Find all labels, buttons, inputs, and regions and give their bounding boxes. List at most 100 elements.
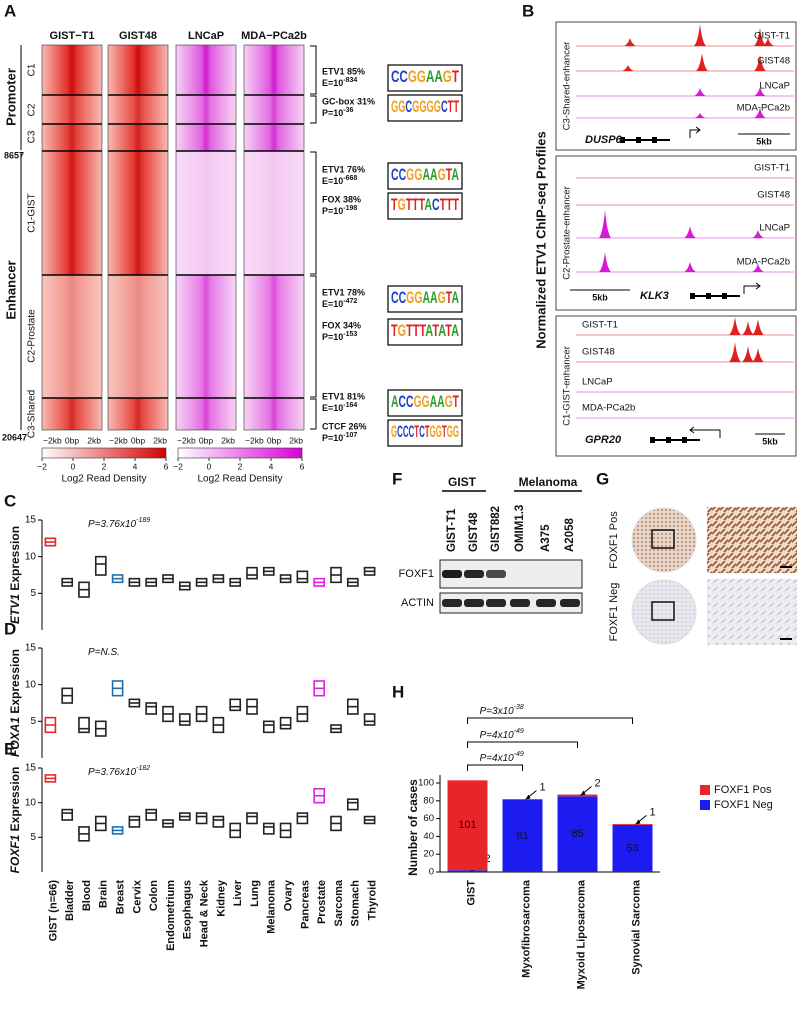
- motif-bracket: [310, 95, 317, 124]
- motif-stat: P=10-107: [322, 432, 357, 443]
- logo-letter: C: [419, 422, 425, 441]
- heatmap-block: [108, 95, 168, 124]
- motif-bracket: [310, 275, 317, 398]
- track-box: [555, 155, 797, 311]
- bar: [612, 824, 653, 872]
- motif-logo-box: [387, 192, 463, 220]
- region-label: C1-GIST-enhancer: [562, 346, 573, 426]
- heatmap-x-label: −2kb: [43, 435, 62, 445]
- motif-stat-exp: -107: [343, 432, 357, 439]
- value-label: 2: [485, 853, 491, 865]
- heatmap-block: [176, 398, 236, 430]
- band: [464, 599, 484, 607]
- motif-stat: P=10-153: [322, 331, 357, 342]
- logo-letter: T: [453, 97, 459, 116]
- annotation-base: P=3.76x10: [88, 767, 137, 778]
- x-tick-label: Lung: [249, 880, 261, 907]
- motif-name: CTCF 26%: [322, 421, 367, 431]
- track-label: MDA-PCa2b: [737, 103, 790, 114]
- region-label: C3-Shared-enhancer: [562, 42, 573, 131]
- logo-letter: A: [430, 288, 438, 307]
- logo-letter: A: [424, 195, 432, 214]
- motif-logo-box: [387, 285, 463, 313]
- track-label: LNCaP: [582, 377, 613, 388]
- motif-bracket: [310, 151, 317, 275]
- colorbar-tick-label: 4: [133, 461, 138, 471]
- colorbar-tick-label: 0: [71, 461, 76, 471]
- cluster-count: 8657: [4, 150, 24, 160]
- motif-logo: CCGGAAGT: [391, 67, 459, 86]
- heatmap-x-label: −2kb: [177, 435, 196, 445]
- track-label: GIST-T1: [582, 320, 618, 331]
- blot-row-label: ACTIN: [401, 597, 434, 609]
- region-label: C2-Prostate-enhancer: [562, 186, 573, 279]
- heatmap-block: [42, 124, 102, 151]
- band: [486, 599, 506, 607]
- gene-name: DUSP6: [585, 134, 623, 146]
- comparison-bracket: [467, 717, 633, 724]
- logo-letter: C: [397, 422, 403, 441]
- cluster-label: C2: [27, 103, 38, 116]
- heatmap-block: [42, 151, 102, 275]
- peak: [599, 252, 611, 272]
- y-tick-label: 10: [25, 679, 37, 690]
- logo-letter: A: [422, 288, 430, 307]
- logo-letter: C: [409, 422, 415, 441]
- colorbar-tick-label: 4: [269, 461, 274, 471]
- colorbar-tick-label: 2: [238, 461, 243, 471]
- logo-letter: C: [398, 392, 405, 411]
- box: [94, 555, 107, 576]
- logo-letter: C: [391, 165, 399, 184]
- tma-core: [631, 507, 697, 573]
- logo-letter: T: [414, 422, 419, 441]
- heatmap-block: [176, 124, 236, 151]
- logo-letter: A: [391, 392, 398, 411]
- peak: [729, 317, 741, 335]
- peak: [696, 53, 708, 71]
- logo-letter: G: [445, 392, 453, 411]
- motif-stat-base: E=10: [322, 299, 343, 309]
- motif-stat-exp: -472: [343, 298, 357, 305]
- track-label: MDA-PCa2b: [582, 403, 635, 414]
- bar: [557, 796, 598, 872]
- x-tick-label: Colon: [148, 880, 160, 911]
- logo-letter: T: [442, 422, 447, 441]
- column-header: GIST−T1: [50, 30, 95, 42]
- box: [246, 812, 258, 825]
- panel-label: D: [4, 619, 16, 638]
- box: [262, 720, 275, 734]
- heatmap-x-label: −2kb: [245, 435, 264, 445]
- heatmap-block: [244, 95, 304, 124]
- motif-name: ETV1 85%: [322, 66, 365, 76]
- peak: [742, 346, 754, 362]
- heatmap-block: [108, 275, 168, 398]
- zoom-image: [707, 579, 797, 645]
- box: [212, 815, 225, 828]
- peak: [684, 226, 696, 238]
- logo-letter: G: [443, 67, 452, 86]
- motif-bracket: [310, 45, 317, 95]
- y-tick-label: 10: [25, 797, 37, 808]
- logo-letter: G: [406, 165, 414, 184]
- logo-letter: G: [412, 97, 419, 116]
- y-tick-label: 5: [30, 716, 36, 727]
- logo-letter: G: [430, 422, 436, 441]
- band: [464, 570, 484, 578]
- ihc-row-label: FOXF1 Pos: [608, 511, 620, 569]
- logo-letter: T: [452, 67, 460, 86]
- y-tick-label: 80: [423, 795, 434, 806]
- x-tick-label: Pancreas: [299, 880, 311, 929]
- group-label: Promoter: [3, 68, 18, 126]
- x-tick-label: Myxofibrosarcoma: [520, 879, 532, 978]
- motif-logo: ACCGGAAGT: [391, 392, 459, 411]
- peak: [754, 87, 766, 96]
- y-tick-label: 100: [418, 778, 434, 789]
- motif-stat-exp: -834: [343, 77, 357, 84]
- axis-title-text: Expression: [8, 767, 22, 835]
- box: [61, 808, 74, 821]
- cluster-label: C3-Shared: [27, 390, 38, 438]
- motif-name: ETV1 81%: [322, 391, 365, 401]
- peak: [742, 321, 754, 335]
- x-tick-label: Melanoma: [266, 879, 278, 934]
